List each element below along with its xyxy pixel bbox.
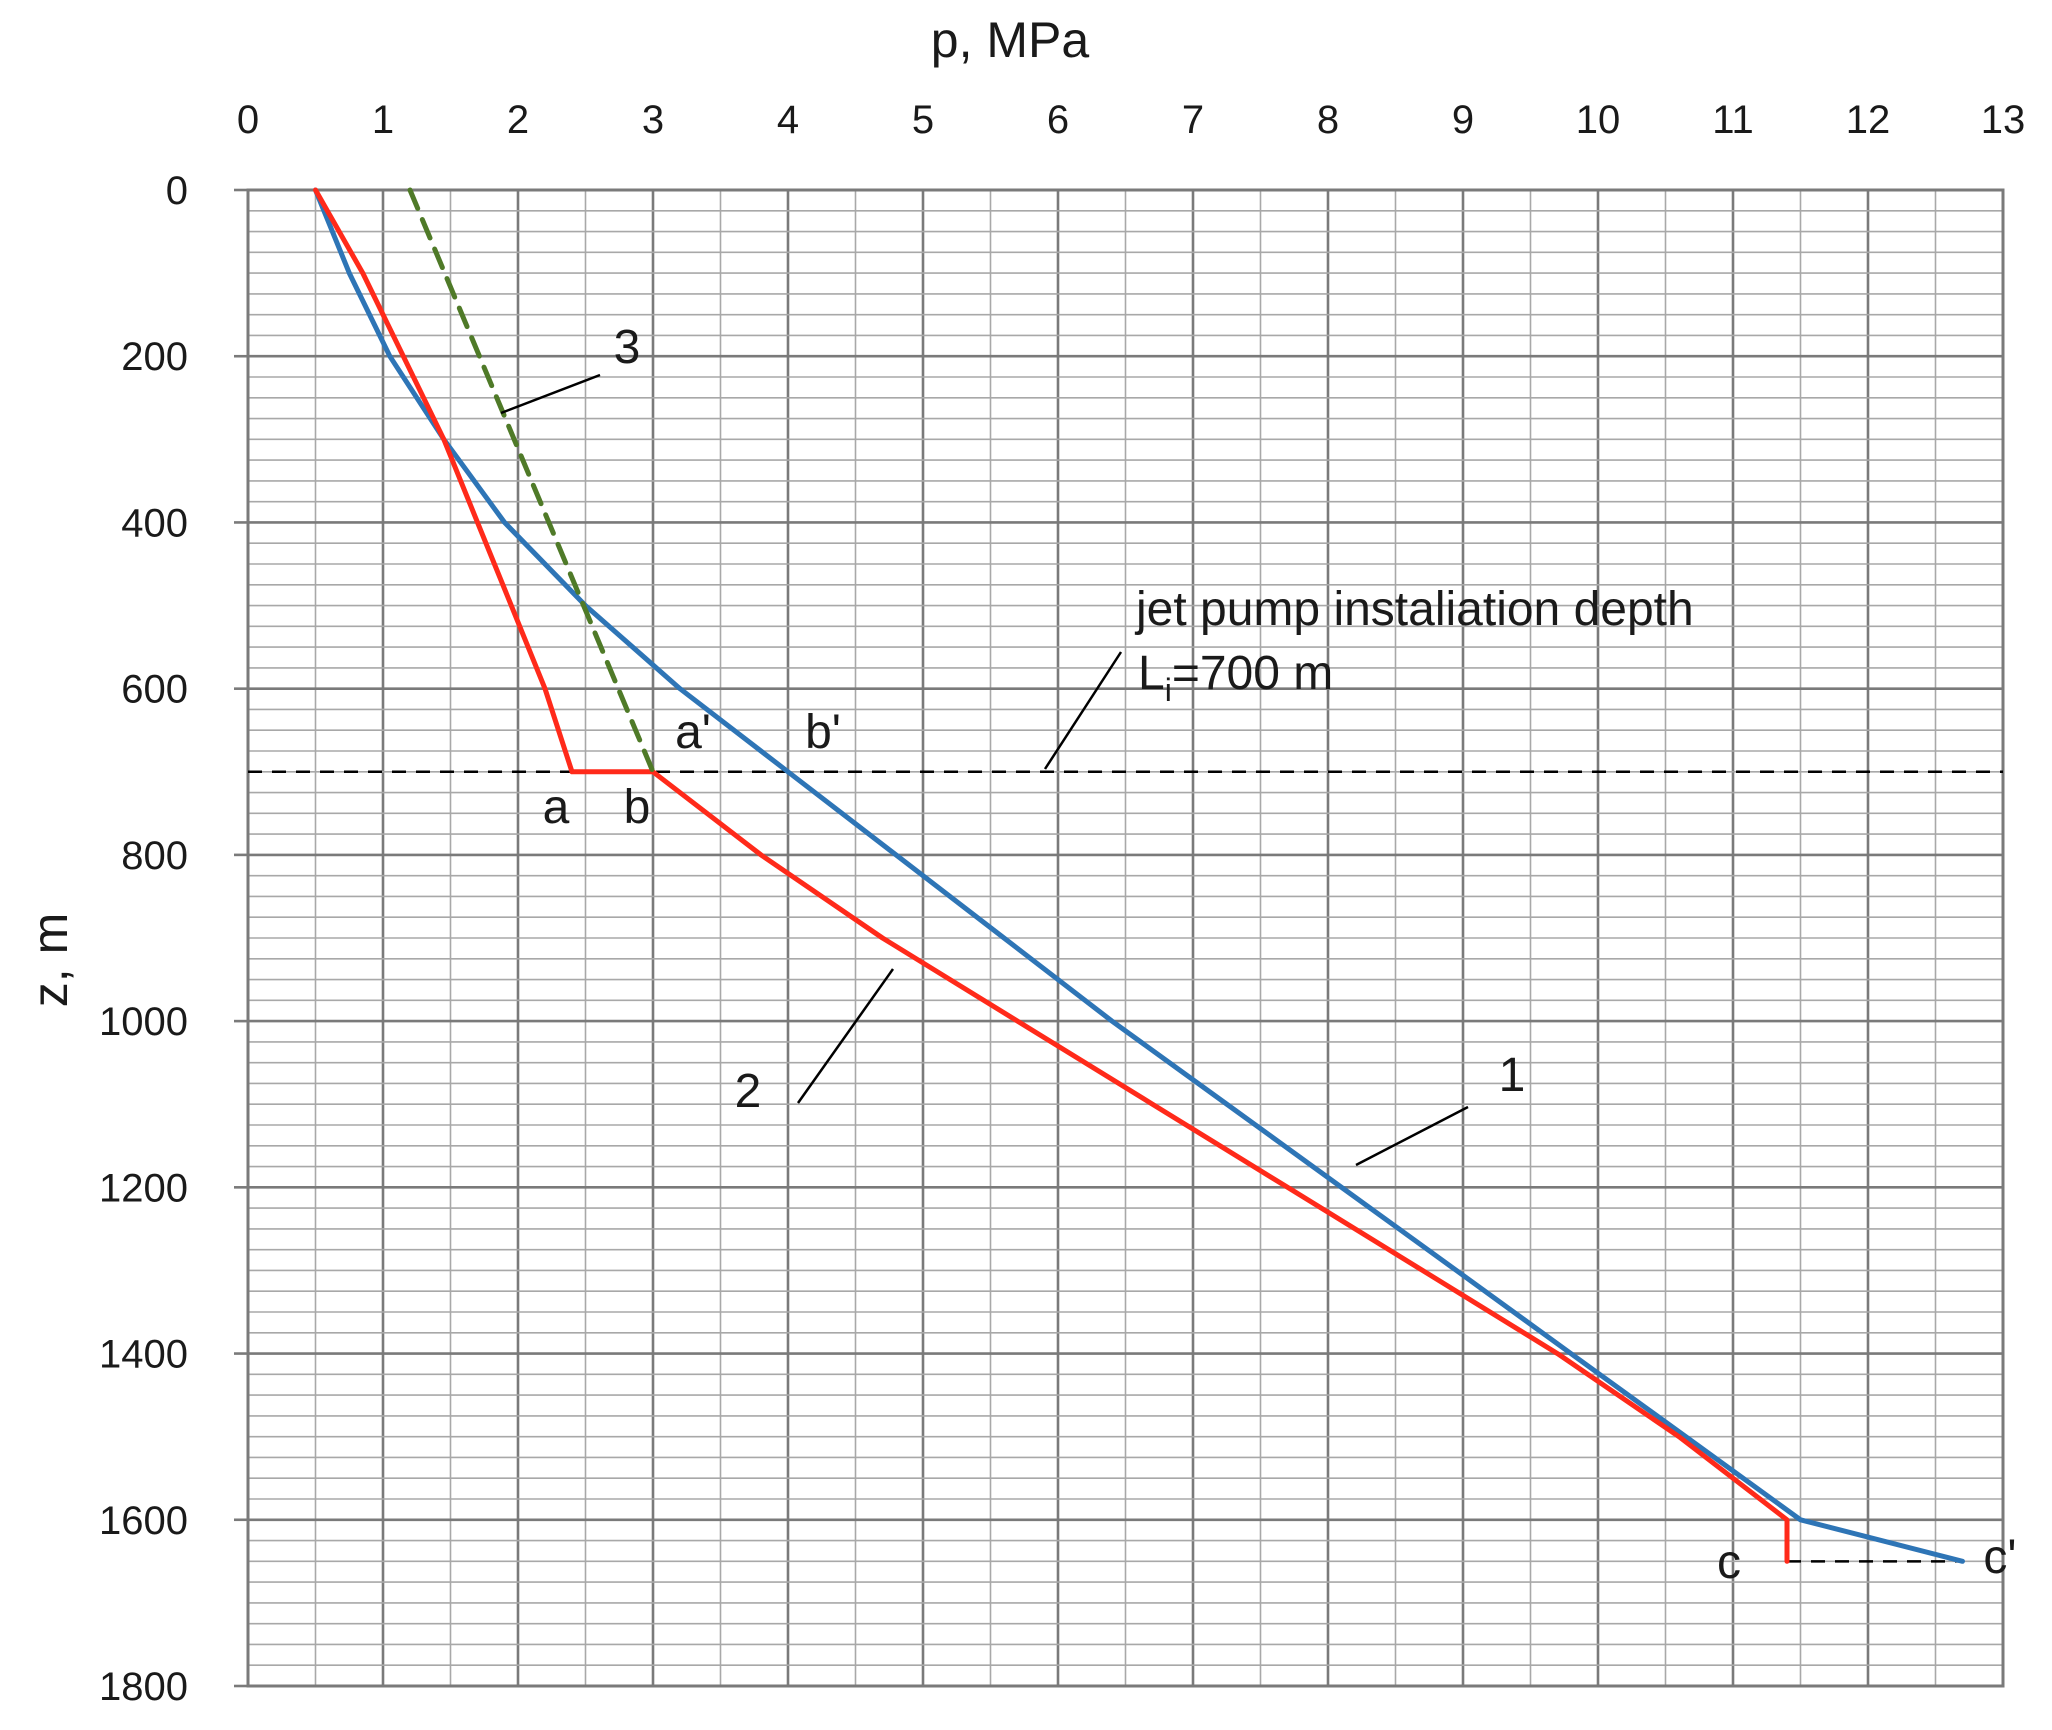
series-line-2 [313,187,1790,1564]
y-tick-label: 1000 [99,1000,188,1044]
y-tick-labels: 0 200 400 600 800 1000 1200 1400 1600 1800 [99,169,188,1709]
y-tick-label: 800 [121,834,188,878]
leader-line-3 [500,373,601,415]
depth-annotation-title: jet pump instaliation depth [1134,583,1694,636]
leader-line-depth [1043,651,1123,770]
x-tick-labels: 0 1 2 3 4 5 6 7 8 9 10 11 12 13 [237,98,2025,142]
depth-value-sub: i [1165,672,1172,708]
x-tick-label: 7 [1182,98,1204,142]
point-label-a: a [543,781,570,834]
series-line-3 [407,187,656,775]
curve-label-3: 3 [614,321,641,374]
point-label-a-prime: a' [675,706,711,759]
leader-line-2 [796,968,895,1104]
x-tick-label: 4 [777,98,799,142]
x-tick-label: 1 [372,98,394,142]
y-tick-label: 1800 [99,1665,188,1709]
x-tick-label: 10 [1576,98,1621,142]
depth-value-rest: =700 m [1172,647,1333,700]
x-tick-label: 12 [1846,98,1891,142]
y-tick-label: 1200 [99,1166,188,1210]
leader-lines [500,373,1469,1167]
curve-label-1: 1 [1499,1049,1526,1102]
x-tick-label: 5 [912,98,934,142]
x-tick-label: 11 [1712,98,1754,142]
depth-annotation-value: Li=700 m [1138,647,1333,708]
grid [234,188,2005,1688]
x-tick-label: 0 [237,98,259,142]
plot-frame [246,188,2005,1688]
x-tick-label: 6 [1047,98,1069,142]
y-tick-label: 1400 [99,1333,188,1377]
x-tick-label: 9 [1452,98,1474,142]
x-tick-label: 2 [507,98,529,142]
y-tick-label: 1600 [99,1499,188,1543]
x-tick-label: 3 [642,98,664,142]
series-group [313,187,1965,1564]
reference-lines [248,770,2003,1563]
y-tick-label: 200 [121,335,188,379]
y-tick-label: 400 [121,501,188,545]
y-axis-title: z, m [22,913,78,1007]
point-label-c: c [1717,1536,1741,1589]
x-tick-label: 8 [1317,98,1339,142]
y-tick-label: 0 [166,169,188,213]
point-label-b-prime: b' [805,706,841,759]
leader-line-1 [1355,1105,1469,1167]
curve-label-2: 2 [735,1065,762,1118]
y-tick-label: 600 [121,668,188,712]
point-label-b: b [624,781,651,834]
x-axis-title: p, MPa [931,12,1090,68]
x-tick-label: 13 [1981,98,2026,142]
depth-value-main: L [1138,647,1165,700]
point-label-c-prime: c' [1983,1531,2016,1584]
